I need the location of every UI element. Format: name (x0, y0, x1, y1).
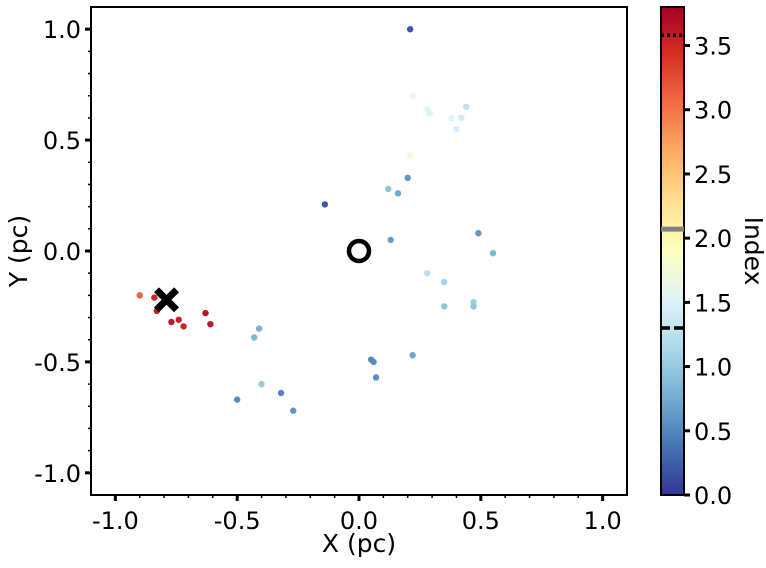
scatter-point (385, 185, 392, 193)
x-marker (154, 287, 180, 313)
scatter-point (207, 321, 214, 328)
scatter-point (453, 125, 460, 133)
colorbar-tick-label: 2.5 (694, 161, 732, 189)
colorbar-tick-label: 3.0 (694, 97, 732, 125)
scatter-point (406, 152, 414, 159)
colorbar-label: Index (739, 217, 766, 286)
colorbar-tick-label: 1.5 (694, 289, 732, 317)
scatter-point (458, 114, 465, 122)
plot-area (136, 25, 497, 414)
scatter-point (290, 407, 297, 414)
scatter-point (175, 316, 182, 323)
x-tick-label: 1.0 (584, 507, 622, 535)
scatter-point (441, 303, 448, 310)
scatter-point (258, 380, 265, 388)
scatter-point (370, 358, 377, 366)
scatter-point (136, 292, 143, 299)
scatter-point (426, 110, 433, 117)
scatter-point (387, 236, 394, 244)
scatter-point (424, 269, 431, 277)
colorbar-tick-label: 0.5 (694, 418, 732, 446)
scatter-point (470, 298, 477, 306)
colorbar: 0.0 0.5 1.0 1.5 2.0 2.5 3.0 3.5 (660, 6, 732, 510)
scatter-point (441, 278, 448, 286)
scatter-point (255, 325, 263, 332)
colorbar-tick-label: 0.0 (694, 482, 732, 510)
scatter-point (372, 374, 380, 381)
x-tick-label: 0.5 (462, 507, 500, 535)
scatter-point (489, 250, 497, 257)
x-tick-label: -1.0 (92, 507, 139, 535)
y-tick-label: 1.0 (43, 16, 81, 44)
scatter-point (409, 92, 416, 99)
plot-frame (90, 6, 628, 496)
scatter-point (470, 303, 477, 310)
axes: -1.0 -0.5 0.0 0.5 1.0 1.0 0.5 0.0 -0.5 -1.0 (34, 6, 628, 535)
y-axis-label: Y (pc) (4, 215, 33, 288)
scatter-point (180, 323, 187, 330)
scatter-point (475, 230, 482, 237)
colorbar-tick-label: 1.0 (694, 354, 732, 382)
y-tick-label: -1.0 (34, 460, 81, 488)
scatter-point (251, 334, 258, 341)
scatter-point (394, 190, 402, 197)
scatter-point (321, 201, 329, 208)
open-circle-marker (346, 238, 372, 264)
colorbar-gradient (660, 6, 685, 496)
scatter-point (463, 103, 470, 111)
y-tick-label: 0.5 (43, 127, 81, 155)
colorbar-tick-label: 2.0 (694, 225, 732, 253)
scatter-point (277, 389, 285, 397)
x-tick-label: -0.5 (214, 507, 261, 535)
scatter-point (202, 309, 209, 317)
scatter-point (168, 318, 175, 326)
y-tick-label: 0.0 (43, 238, 81, 266)
scatter-point (409, 352, 416, 359)
scatter-point (404, 174, 411, 181)
scatter-point (448, 114, 455, 122)
y-tick-label: -0.5 (34, 349, 81, 377)
scatter-point (151, 294, 158, 301)
scatter-point (233, 396, 241, 403)
x-tick-label: 0.0 (340, 507, 378, 535)
x-axis-label: X (pc) (322, 529, 396, 558)
colorbar-tick-label: 3.5 (694, 33, 732, 61)
scatter-point (406, 25, 414, 33)
